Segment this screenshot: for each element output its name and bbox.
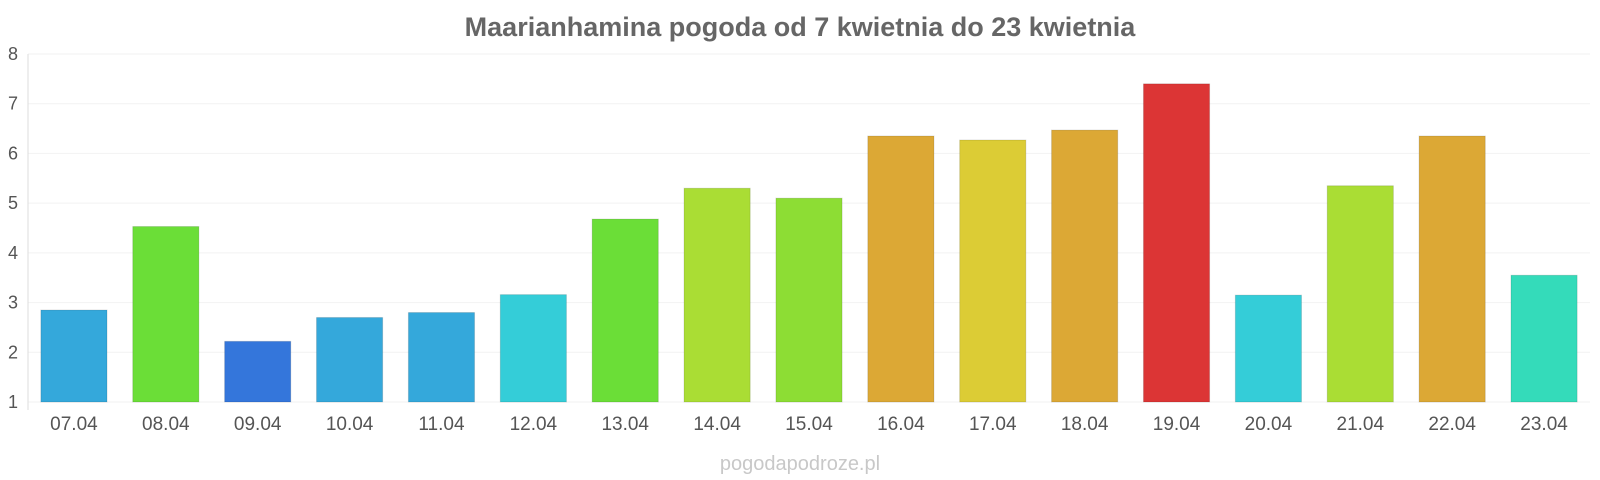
bar-09.04 [224, 340, 292, 403]
bar-20.04 [1234, 294, 1302, 403]
x-tick-label: 11.04 [418, 414, 465, 435]
watermark: pogodapodroze.pl [720, 453, 880, 475]
bar-22.04 [1418, 135, 1486, 403]
x-tick-label: 17.04 [969, 414, 1017, 435]
y-tick-label: 4 [8, 243, 18, 263]
x-tick-label: 07.04 [50, 414, 98, 435]
x-axis: 07.04 08.04 09.04 10.04 11.04 12.04 13.04 14.04… [50, 414, 1568, 435]
y-tick-label: 7 [8, 94, 18, 114]
bar-11.04 [407, 312, 476, 403]
bar-18.04 [1051, 129, 1119, 403]
x-tick-label: 16.04 [877, 414, 925, 435]
bar-17.04 [959, 139, 1027, 403]
x-tick-label: 09.04 [234, 414, 282, 435]
bar-19.04 [1142, 83, 1211, 403]
bar-14.04 [683, 187, 751, 403]
x-tick-label: 12.04 [510, 414, 558, 435]
x-tick-label: 23.04 [1520, 414, 1568, 435]
x-tick-label: 20.04 [1245, 414, 1293, 435]
y-tick-label: 2 [8, 342, 18, 362]
x-tick-label: 08.04 [142, 414, 190, 435]
bar-12.04 [499, 294, 567, 403]
bar-21.04 [1326, 185, 1394, 403]
y-tick-label: 6 [8, 143, 18, 163]
x-tick-label: 19.04 [1153, 414, 1201, 435]
x-tick-label: 13.04 [601, 414, 649, 435]
bar-08.04 [132, 226, 200, 403]
x-tick-label: 15.04 [785, 414, 833, 435]
bar-07.04 [40, 309, 108, 403]
bars [40, 83, 1578, 403]
y-tick-label: 5 [8, 193, 18, 213]
y-tick-label: 3 [8, 293, 18, 313]
y-tick-label: 1 [8, 392, 18, 412]
x-tick-label: 14.04 [693, 414, 741, 435]
y-axis: 1 2 3 4 5 6 7 8 [8, 44, 29, 412]
bar-13.04 [591, 218, 659, 403]
x-tick-label: 21.04 [1337, 414, 1385, 435]
bar-15.04 [775, 197, 843, 403]
x-tick-label: 10.04 [326, 414, 374, 435]
x-tick-label: 18.04 [1061, 414, 1109, 435]
chart-title: Maarianhamina pogoda od 7 kwietnia do 23… [465, 12, 1137, 42]
bar-10.04 [316, 316, 384, 403]
x-tick-label: 22.04 [1428, 414, 1476, 435]
bar-23.04 [1510, 274, 1578, 403]
y-tick-label: 8 [8, 44, 18, 64]
bar-16.04 [867, 135, 935, 403]
